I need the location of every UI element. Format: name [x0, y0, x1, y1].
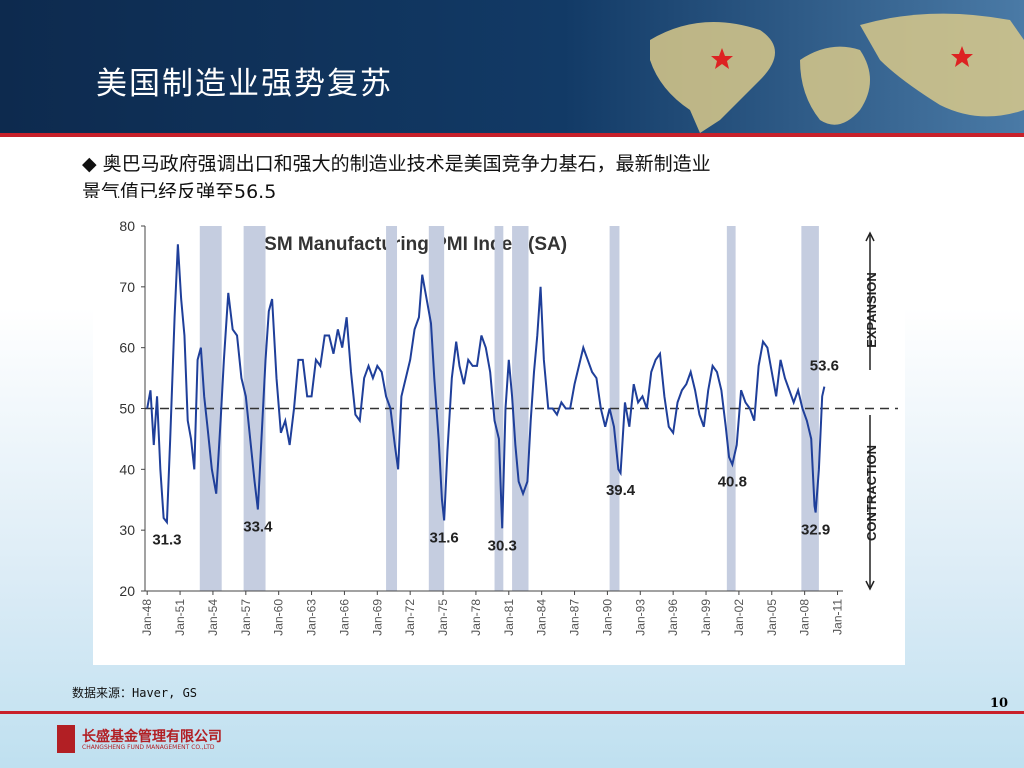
x-tick-label: Jan-69 — [370, 599, 384, 636]
company-name-en: CHANGSHENG FUND MANAGEMENT CO.,LTD — [82, 744, 215, 751]
divider — [0, 711, 1024, 714]
annotation: 40.8 — [718, 473, 747, 490]
world-map — [650, 13, 1024, 133]
y-tick-label: 40 — [119, 461, 135, 477]
x-tick-label: Jan-84 — [535, 599, 549, 636]
y-tick-label: 70 — [119, 279, 135, 295]
y-tick-label: 60 — [119, 340, 135, 356]
x-tick-label: Jan-81 — [502, 599, 516, 636]
x-tick-label: Jan-66 — [337, 599, 351, 636]
x-tick-label: Jan-87 — [568, 599, 582, 636]
header — [0, 0, 1024, 133]
x-tick-label: Jan-96 — [666, 599, 680, 636]
annotation: 31.6 — [430, 529, 459, 546]
page-number: 10 — [990, 696, 1009, 711]
annotation: 30.3 — [488, 537, 517, 554]
source: 数据来源：Haver, GS — [72, 686, 198, 700]
upper-label: EXPANSION — [864, 272, 879, 348]
annotation: 39.4 — [606, 482, 636, 499]
y-tick-label: 20 — [119, 583, 135, 599]
y-tick-label: 30 — [119, 522, 135, 538]
arrow-head — [865, 231, 875, 242]
arrow-head — [865, 580, 875, 591]
x-tick-label: Jan-90 — [600, 599, 614, 636]
x-tick-label: Jan-63 — [305, 599, 319, 636]
annotation: 53.6 — [810, 358, 839, 375]
annotation: 31.3 — [152, 531, 181, 548]
x-tick-label: Jan-93 — [633, 599, 647, 636]
logo — [57, 725, 75, 753]
x-tick-label: Jan-11 — [831, 599, 845, 635]
x-tick-label: Jan-05 — [765, 599, 779, 636]
chart: ISM Manufacturing PMI Index (SA) EXPANSI… — [93, 215, 905, 665]
x-tick-label: Jan-72 — [403, 599, 417, 636]
x-tick-label: Jan-51 — [173, 599, 187, 636]
data-line — [146, 244, 826, 529]
x-tick-label: Jan-02 — [732, 599, 746, 636]
x-tick-label: Jan-57 — [239, 599, 253, 636]
bullet-text: 奥巴马政府强调出口和强大的制造业技术是美国竞争力基石，最新制造业 — [102, 153, 711, 175]
x-tick-label: Jan-08 — [798, 599, 812, 636]
lower-label: CONTRACTION — [864, 445, 879, 541]
bullet: ◆ 奥巴马政府强调出口和强大的制造业技术是美国竞争力基石，最新制造业 景气值已经反… — [82, 150, 942, 198]
chart-title: ISM Manufacturing PMI Index (SA) — [259, 234, 567, 255]
divider — [0, 133, 1024, 137]
x-tick-label: Jan-78 — [469, 599, 483, 636]
annotation: 33.4 — [243, 518, 273, 535]
bullet-text: 景气值已经反弹至56.5 — [82, 181, 277, 198]
company-name: 长盛基金管理有限公司 — [82, 729, 222, 745]
annotation: 32.9 — [801, 522, 830, 539]
x-tick-label: Jan-60 — [272, 599, 286, 636]
slide-title: 美国制造业强势复苏 — [96, 66, 393, 102]
x-tick-label: Jan-99 — [699, 599, 713, 636]
y-tick-label: 50 — [119, 401, 135, 417]
x-tick-label: Jan-48 — [140, 599, 154, 636]
x-tick-label: Jan-75 — [436, 599, 450, 636]
x-tick-label: Jan-54 — [206, 599, 220, 636]
y-tick-label: 80 — [119, 218, 135, 234]
